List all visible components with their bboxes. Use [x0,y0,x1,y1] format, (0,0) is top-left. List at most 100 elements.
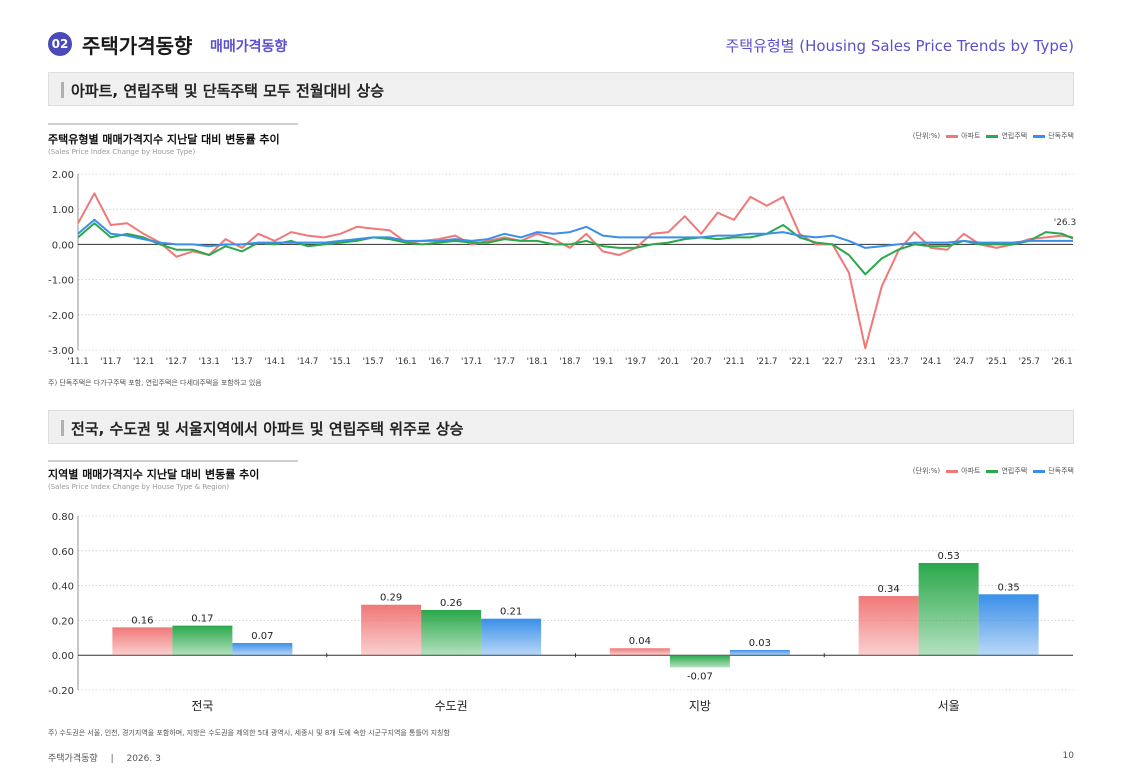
bar-row [172,625,233,656]
x-tick-label: '22.1 [789,357,810,367]
y-tick-label: 2.00 [52,170,74,181]
x-tick-label: '12.7 [166,357,187,367]
section-heading-marker [61,420,64,436]
x-tick-label: '21.1 [723,357,744,367]
bar-apt [858,596,919,656]
legend-item-apt: 아파트 [946,466,980,476]
line-chart-house-type: 2.00 1.00 0.00 -1.00 -2.00 -3.00'11.1 '11.7 '12… [48,170,1077,367]
x-tick-label: '17.7 [494,357,515,367]
y-tick-label: -2.00 [48,311,74,322]
category-label: 지방 [689,699,711,713]
section-heading-bar-1: 아파트, 연립주택 및 단독주택 모두 전월대비 상승 [48,72,1074,106]
legend-unit: (단위:%) [912,467,941,475]
x-tick-label: '25.7 [1019,357,1040,367]
x-tick-label: '21.7 [756,357,777,367]
section-heading-bar-2: 전국, 수도권 및 서울지역에서 아파트 및 연립주택 위주로 상승 [48,410,1074,444]
data-label: 0.53 [937,551,959,562]
series-line-det [77,218,1073,249]
chart2-title: 지역별 매매가격지수 지난달 대비 변동률 추이 [48,468,260,481]
x-tick-label: '14.1 [264,357,285,367]
x-tick-label: '20.1 [658,357,679,367]
data-label: 0.03 [749,638,771,649]
section-heading-marker [61,82,64,98]
series-line-row [77,222,1074,276]
end-point-label: '26.3 [1054,218,1077,228]
x-tick-label: '26.1 [1051,357,1072,367]
bar-row [421,609,482,656]
legend-item-det: 단독주택 [1033,131,1074,141]
legend-item-apt: 아파트 [946,131,980,141]
chart1-note: 주) 단독주택은 다가구주택 포함, 연립주택은 다세대주택을 포함하고 있음 [48,379,262,387]
y-tick-label: 0.40 [52,582,74,593]
x-tick-label: '22.7 [822,357,843,367]
x-tick-label: '18.1 [527,357,548,367]
x-tick-label: '17.1 [461,357,482,367]
x-tick-label: '11.7 [100,357,121,367]
x-tick-label: '15.1 [330,357,351,367]
x-tick-label: '15.7 [363,357,384,367]
x-tick-label: '23.1 [855,357,876,367]
x-tick-label: '13.1 [199,357,220,367]
legend-item-det: 단독주택 [1033,466,1074,476]
data-label: 0.29 [380,593,402,604]
x-tick-label: '25.1 [986,357,1007,367]
x-tick-label: '16.1 [395,357,416,367]
footer-date: 2026. 3 [126,754,161,764]
y-tick-label: -3.00 [48,346,74,357]
chart1-title: 주택유형별 매매가격지수 지난달 대비 변동률 추이 [48,133,280,146]
footer-separator: | [110,754,114,764]
x-tick-label: '11.1 [67,357,88,367]
section-number-badge: 02 [48,32,72,56]
x-tick-label: '14.7 [297,357,318,367]
x-tick-label: '19.1 [592,357,613,367]
bar-det [481,618,542,656]
header-right-title: 주택유형별 (Housing Sales Price Trends by Typ… [725,37,1074,55]
bar-chart-region: 0.80 0.60 0.40 0.20 0.00 -0.20 전국 0.16 0.17 0.07 수… [48,512,1073,713]
chart2-note: 주) 수도권은 서울, 인천, 경기지역을 포함하며, 지방은 수도권을 제외한… [48,729,450,737]
data-label: -0.07 [687,671,713,682]
page-number: 10 [1062,751,1074,761]
y-tick-label: 0.20 [52,616,74,627]
footer-left: 주택가격동향 | 2026. 3 [48,751,161,764]
y-tick-label: 0.00 [52,651,74,662]
x-tick-label: '23.7 [887,357,908,367]
x-tick-label: '13.7 [231,357,252,367]
category-label: 전국 [191,699,213,713]
data-label: 0.04 [629,636,651,647]
y-tick-label: 0.80 [52,512,74,523]
y-tick-label: -0.20 [48,686,74,697]
y-tick-label: 1.00 [52,205,74,216]
x-tick-label: '24.1 [920,357,941,367]
x-tick-label: '16.7 [428,357,449,367]
bar-apt [361,604,422,656]
chart1-title-en: (Sales Price Index Change by House Type) [48,148,196,156]
legend-unit: (단위:%) [912,132,941,140]
data-label: 0.35 [997,582,1019,593]
y-tick-label: 0.00 [52,240,74,251]
x-tick-label: '24.7 [953,357,974,367]
category-label: 서울 [938,699,960,713]
chart1-top-rule [48,123,298,125]
data-label: 0.34 [877,584,899,595]
x-tick-label: '20.7 [691,357,712,367]
footer-title: 주택가격동향 [48,754,98,764]
page-title: 주택가격동향 [82,34,193,58]
bar-row [669,655,730,668]
data-label: 0.26 [440,598,462,609]
bar-apt [609,648,670,656]
chart2-title-en: (Sales Price Index Change by House Type … [48,483,230,491]
data-label: 0.16 [131,615,153,626]
legend-item-row: 연립주택 [986,466,1027,476]
section-heading-1: 아파트, 연립주택 및 단독주택 모두 전월대비 상승 [71,82,385,100]
chart2-legend: (단위:%) 아파트 연립주택 단독주택 [913,466,1074,476]
bar-row [918,562,979,656]
x-tick-label: '12.1 [133,357,154,367]
bar-det [978,594,1039,656]
bar-apt [112,627,173,656]
section-heading-2: 전국, 수도권 및 서울지역에서 아파트 및 연립주택 위주로 상승 [71,420,464,438]
page-subtitle: 매매가격동향 [210,39,288,55]
bar-det [232,643,293,656]
data-label: 0.07 [251,631,273,642]
series-line-apt [77,192,1074,350]
x-tick-label: '18.7 [559,357,580,367]
